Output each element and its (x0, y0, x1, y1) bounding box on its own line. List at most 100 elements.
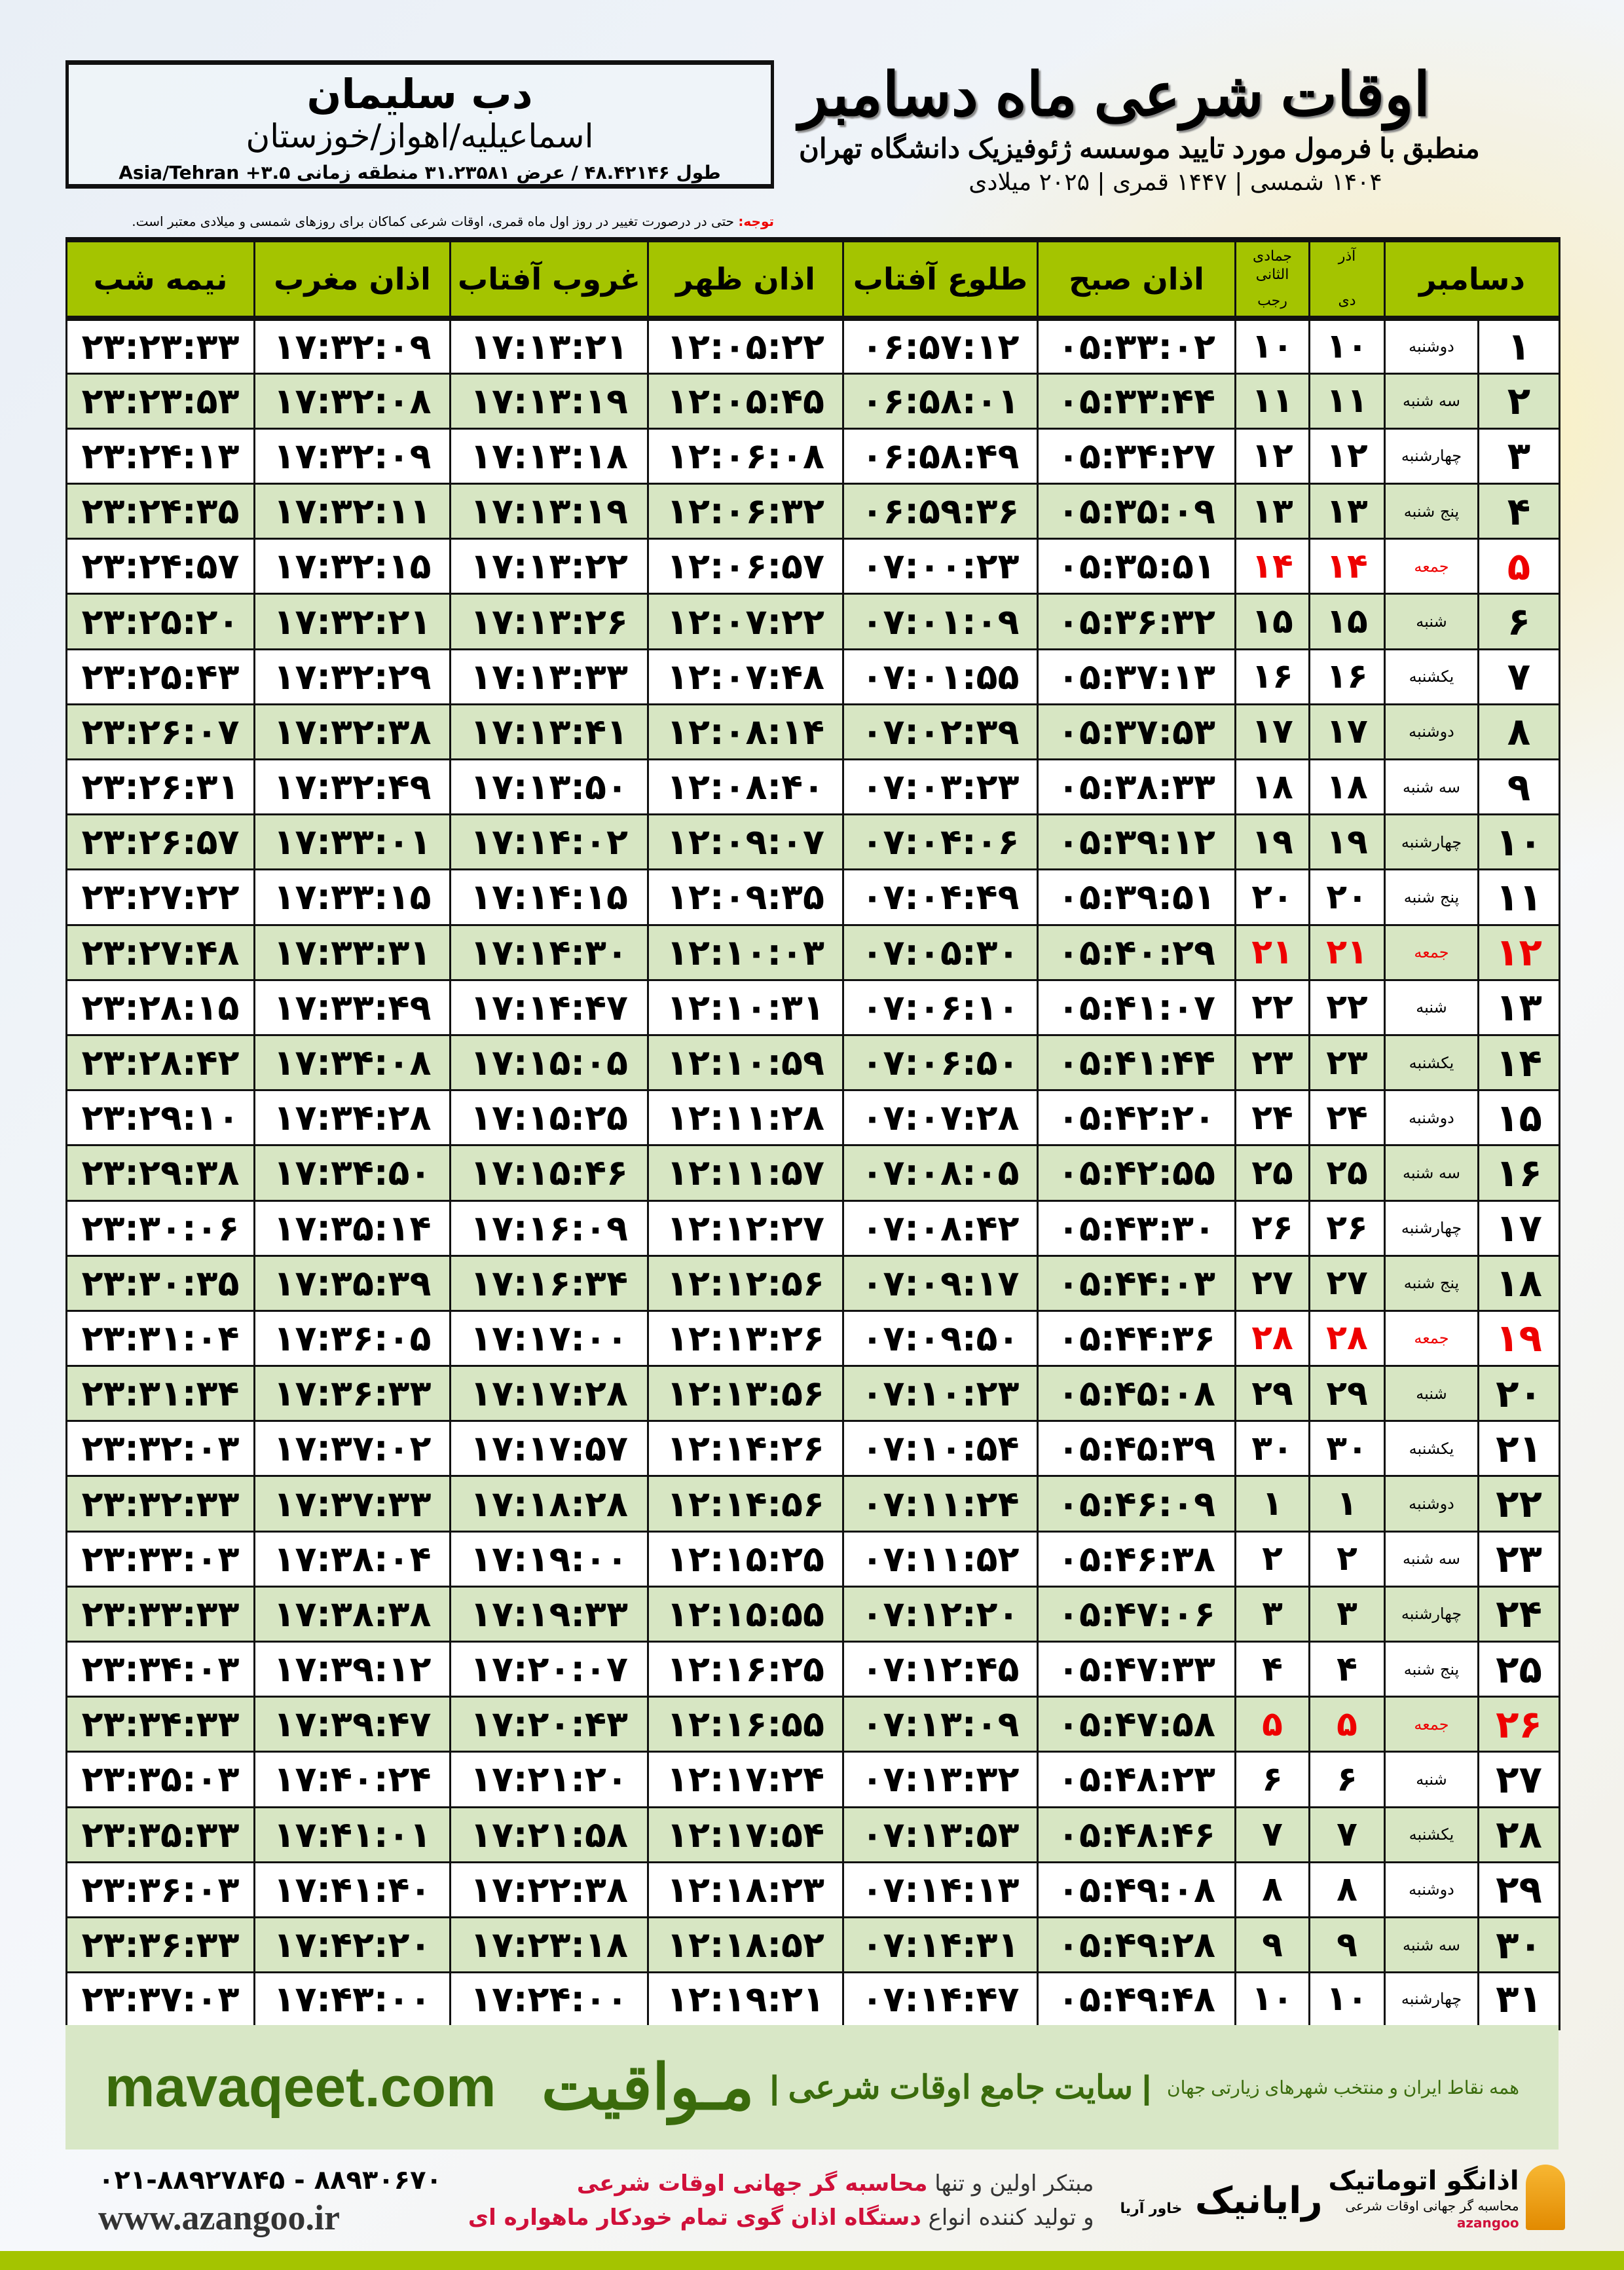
cell-tolu: ۰۷:۱۴:۳۱ (842, 1916, 1039, 1974)
cell-day: ۲۶ (1477, 1696, 1560, 1753)
website-link[interactable]: www.azangoo.ir (98, 2198, 340, 2237)
cell-maghreb: ۱۷:۳۲:۰۸ (253, 372, 451, 430)
cell-nimeh: ۲۳:۳۴:۳۳ (65, 1696, 255, 1753)
site-link[interactable]: mavaqeet.com (105, 2055, 496, 2119)
cell-ghorub: ۱۷:۱۷:۵۷ (449, 1420, 649, 1478)
cell-rajab: ۹ (1234, 1916, 1310, 1974)
cell-ghorub: ۱۷:۱۳:۵۰ (449, 758, 649, 816)
cell-weekday: پنج شنبه (1384, 1640, 1479, 1698)
cell-nimeh: ۲۳:۲۴:۳۵ (65, 483, 255, 540)
table-row: ۶ شنبه ۱۵ ۱۵ ۰۵:۳۶:۳۲ ۰۷:۰۱:۰۹ ۱۲:۰۷:۲۲ ۱۷:۱۳:۲… (65, 593, 1560, 650)
azangoo-logo: اذانگو اتوماتیک محاسبه گر جهانی اوقات شر… (1328, 2165, 1565, 2237)
cell-sobh: ۰۵:۴۷:۳۳ (1037, 1640, 1236, 1698)
cell-nimeh: ۲۳:۲۹:۳۸ (65, 1144, 255, 1202)
cell-zohr: ۱۲:۱۳:۵۶ (647, 1365, 844, 1423)
cell-dey: ۱۳ (1308, 483, 1386, 540)
cell-sobh: ۰۵:۴۳:۳۰ (1037, 1199, 1236, 1257)
cell-nimeh: ۲۳:۲۵:۴۳ (65, 648, 255, 705)
cell-tolu: ۰۷:۰۴:۴۹ (842, 868, 1039, 926)
cell-day: ۱۴ (1477, 1033, 1560, 1092)
cell-nimeh: ۲۳:۳۰:۳۵ (65, 1254, 255, 1312)
cell-tolu: ۰۷:۱۱:۵۲ (842, 1530, 1039, 1588)
table-row: ۲۱ یکشنبه ۳۰ ۳۰ ۰۵:۴۵:۳۹ ۰۷:۱۰:۵۴ ۱۲:۱۴:۲۶ ۱۷:۱… (65, 1420, 1560, 1478)
cell-nimeh: ۲۳:۲۴:۵۷ (65, 538, 255, 595)
page-title: اوقات شرعی ماه دسامبر (799, 62, 1431, 128)
cell-day: ۲۹ (1477, 1861, 1560, 1918)
cell-day: ۲۷ (1477, 1751, 1560, 1808)
cell-tolu: ۰۷:۱۳:۵۳ (842, 1806, 1039, 1863)
cell-maghreb: ۱۷:۳۳:۰۱ (253, 813, 451, 871)
cell-sobh: ۰۵:۴۱:۰۷ (1037, 978, 1236, 1036)
cell-maghreb: ۱۷:۳۲:۰۹ (253, 427, 451, 485)
brand-logo: مـواقیت (541, 2053, 754, 2123)
cell-sobh: ۰۵:۴۴:۰۳ (1037, 1254, 1236, 1312)
cell-dey: ۲۰ (1308, 868, 1386, 926)
cell-tolu: ۰۷:۰۲:۳۹ (842, 703, 1039, 761)
cell-dey: ۲۸ (1308, 1309, 1386, 1368)
cell-ghorub: ۱۷:۱۵:۲۵ (449, 1089, 649, 1147)
table-row: ۱۷ چهارشنبه ۲۶ ۲۶ ۰۵:۴۳:۳۰ ۰۷:۰۸:۴۲ ۱۲:۱۲:۲۷ ۱۷… (65, 1199, 1560, 1257)
table-row: ۲۳ سه شنبه ۲ ۲ ۰۵:۴۶:۳۸ ۰۷:۱۱:۵۲ ۱۲:۱۵:۲۵ ۱۷:۱۹… (65, 1530, 1560, 1588)
cell-maghreb: ۱۷:۳۵:۱۴ (253, 1199, 451, 1257)
cell-zohr: ۱۲:۱۵:۵۵ (647, 1585, 844, 1643)
cell-weekday: دوشنبه (1384, 703, 1479, 761)
table-row: ۱۱ پنج شنبه ۲۰ ۲۰ ۰۵:۳۹:۵۱ ۰۷:۰۴:۴۹ ۱۲:۰۹:۳۵ ۱۷… (65, 868, 1560, 926)
cell-tolu: ۰۷:۰۹:۱۷ (842, 1254, 1039, 1312)
cell-day: ۱۸ (1477, 1254, 1560, 1312)
header-nimeh: نیمه شب (65, 237, 255, 321)
cell-day: ۱۲ (1477, 923, 1560, 981)
table-row: ۲۹ دوشنبه ۸ ۸ ۰۵:۴۹:۰۸ ۰۷:۱۴:۱۳ ۱۲:۱۸:۲۳ ۱۷:۲۲:… (65, 1861, 1560, 1918)
cell-ghorub: ۱۷:۲۱:۲۰ (449, 1751, 649, 1808)
cell-dey: ۱۰ (1308, 1971, 1386, 2030)
cell-nimeh: ۲۳:۲۹:۱۰ (65, 1089, 255, 1147)
cell-rajab: ۲۴ (1234, 1089, 1310, 1147)
cell-ghorub: ۱۷:۱۴:۳۰ (449, 923, 649, 981)
cell-dey: ۱۰ (1308, 317, 1386, 375)
table-row: ۲۷ شنبه ۶ ۶ ۰۵:۴۸:۲۳ ۰۷:۱۳:۳۲ ۱۲:۱۷:۲۴ ۱۷:۲۱:۲۰… (65, 1751, 1560, 1808)
cell-maghreb: ۱۷:۴۰:۲۴ (253, 1751, 451, 1808)
cell-maghreb: ۱۷:۳۴:۰۸ (253, 1033, 451, 1092)
cell-zohr: ۱۲:۱۳:۲۶ (647, 1309, 844, 1368)
cell-rajab: ۱۰ (1234, 317, 1310, 375)
cell-nimeh: ۲۳:۲۶:۰۷ (65, 703, 255, 761)
cell-zohr: ۱۲:۰۵:۴۵ (647, 372, 844, 430)
cell-nimeh: ۲۳:۳۱:۰۴ (65, 1309, 255, 1368)
cell-day: ۶ (1477, 593, 1560, 650)
cell-weekday: دوشنبه (1384, 1475, 1479, 1533)
province: اسماعیلیه/اهواز/خوزستان (246, 117, 594, 155)
cell-day: ۷ (1477, 648, 1560, 705)
cell-nimeh: ۲۳:۲۶:۳۱ (65, 758, 255, 816)
cell-sobh: ۰۵:۳۸:۳۳ (1037, 758, 1236, 816)
cell-nimeh: ۲۳:۲۳:۳۳ (65, 317, 255, 375)
cell-sobh: ۰۵:۴۲:۵۵ (1037, 1144, 1236, 1202)
cell-zohr: ۱۲:۱۰:۳۱ (647, 978, 844, 1036)
promo-1b: محاسبه گر جهانی اوقات شرعی (576, 2170, 928, 2197)
cell-weekday: شنبه (1384, 1365, 1479, 1423)
cell-weekday: سه شنبه (1384, 1916, 1479, 1974)
cell-ghorub: ۱۷:۱۶:۳۴ (449, 1254, 649, 1312)
cell-day: ۴ (1477, 483, 1560, 540)
cell-ghorub: ۱۷:۲۴:۰۰ (449, 1971, 649, 2030)
cell-weekday: چهارشنبه (1384, 1199, 1479, 1257)
table-row: ۵ جمعه ۱۴ ۱۴ ۰۵:۳۵:۵۱ ۰۷:۰۰:۲۳ ۱۲:۰۶:۵۷ ۱۷:۱۳:۲… (65, 538, 1560, 595)
cell-ghorub: ۱۷:۱۳:۱۹ (449, 372, 649, 430)
cell-weekday: سه شنبه (1384, 1144, 1479, 1202)
table-row: ۳۰ سه شنبه ۹ ۹ ۰۵:۴۹:۲۸ ۰۷:۱۴:۳۱ ۱۲:۱۸:۵۲ ۱۷:۲۳… (65, 1916, 1560, 1974)
table-row: ۳ چهارشنبه ۱۲ ۱۲ ۰۵:۳۴:۲۷ ۰۶:۵۸:۴۹ ۱۲:۰۶:۰۸ ۱۷:… (65, 427, 1560, 485)
cell-ghorub: ۱۷:۱۴:۱۵ (449, 868, 649, 926)
cell-tolu: ۰۷:۰۷:۲۸ (842, 1089, 1039, 1147)
cell-tolu: ۰۶:۵۸:۴۹ (842, 427, 1039, 485)
year-info: ۱۴۰۴ شمسی | ۱۴۴۷ قمری | ۲۰۲۵ میلادی (969, 169, 1382, 196)
cell-ghorub: ۱۷:۱۷:۰۰ (449, 1309, 649, 1368)
cell-ghorub: ۱۷:۱۳:۱۹ (449, 483, 649, 540)
cell-nimeh: ۲۳:۲۸:۱۵ (65, 978, 255, 1036)
cell-zohr: ۱۲:۱۰:۰۳ (647, 923, 844, 981)
page-subtitle: منطبق با فرمول مورد تایید موسسه ژئوفیزیک… (799, 133, 1480, 164)
cell-nimeh: ۲۳:۳۲:۳۳ (65, 1475, 255, 1533)
cell-dey: ۲۲ (1308, 978, 1386, 1036)
cell-dey: ۱۸ (1308, 758, 1386, 816)
cell-dey: ۵ (1308, 1696, 1386, 1753)
table-row: ۲۰ شنبه ۲۹ ۲۹ ۰۵:۴۵:۰۸ ۰۷:۱۰:۲۳ ۱۲:۱۳:۵۶ ۱۷:۱۷:… (65, 1365, 1560, 1423)
mosque-icon (1525, 2165, 1565, 2230)
cell-weekday: شنبه (1384, 593, 1479, 650)
